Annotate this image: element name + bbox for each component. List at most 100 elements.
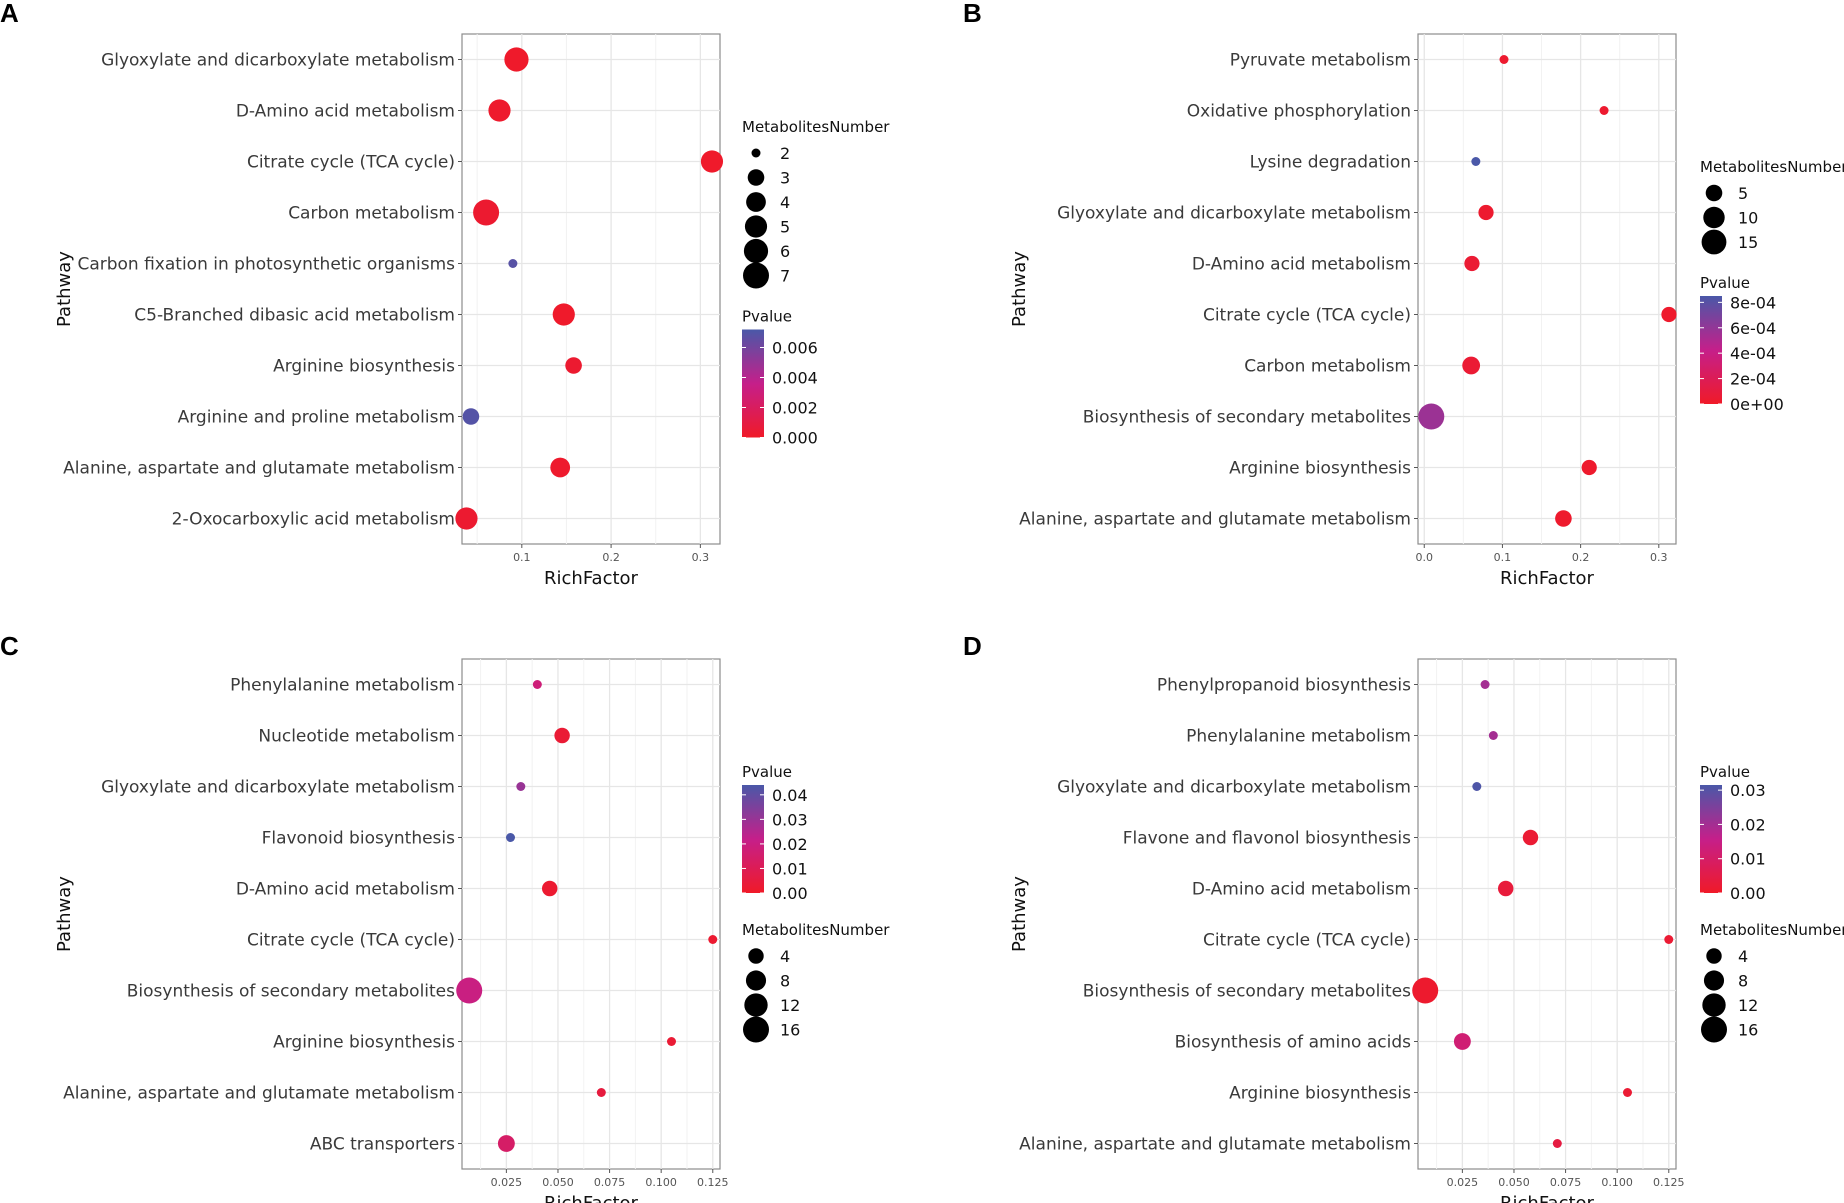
panel-d-colorbar-label: 0.03 — [1730, 781, 1766, 800]
panel-c-colorbar-label: 0.01 — [772, 859, 808, 878]
panel-b-pathway-label: Alanine, aspartate and glutamate metabol… — [1019, 510, 1411, 530]
panel-b-size-legend-key — [1701, 229, 1727, 255]
panel-b-pathway-label: Biosynthesis of secondary metabolites — [1083, 408, 1411, 428]
panel-d-point — [1664, 935, 1674, 944]
panel-a-pathway-label: Citrate cycle (TCA cycle) — [247, 153, 455, 173]
panel-d-size-legend-label: 8 — [1738, 972, 1748, 991]
panel-a-size-legend-key — [751, 148, 761, 158]
panel-a-point — [462, 408, 480, 425]
panel-a-point — [550, 457, 571, 478]
panel-b-point — [1418, 403, 1445, 430]
panel-a-letter: A — [0, 0, 19, 28]
panel-a-size-legend-title: MetabolitesNumber — [742, 118, 890, 136]
panel-b-point — [1478, 204, 1494, 221]
panel-a-size-legend-label: 3 — [780, 169, 790, 188]
panel-c-pathway-label: Phenylalanine metabolism — [230, 676, 455, 696]
panel-b-colorbar-label: 8e-04 — [1730, 293, 1776, 312]
panel-b-letter: B — [963, 0, 982, 28]
panel-a-color-legend-title: Pvalue — [742, 308, 792, 326]
panel-b-color-legend-title: Pvalue — [1700, 274, 1750, 292]
panel-d-size-legend-title: MetabolitesNumber — [1700, 921, 1844, 939]
panel-d-colorbar-label: 0.00 — [1730, 884, 1766, 903]
panel-a-pathway-label: Carbon metabolism — [288, 204, 455, 224]
panel-b-point — [1462, 356, 1481, 375]
panel-b-plot-area — [1417, 33, 1677, 545]
panel-c-size-legend-title: MetabolitesNumber — [742, 921, 890, 939]
panel-a-x-axis-title: RichFactor — [544, 568, 639, 589]
panel-c-letter: C — [0, 631, 19, 661]
panel-b-colorbar — [1700, 296, 1722, 404]
panel-b-pathway-label: Oxidative phosphorylation — [1187, 102, 1411, 122]
panel-b-colorbar-label: 6e-04 — [1730, 319, 1776, 338]
panel-d-color-legend-title: Pvalue — [1700, 763, 1750, 781]
panel-a-size-legend-key — [746, 192, 766, 212]
panel-c-pathway-label: D-Amino acid metabolism — [236, 880, 455, 900]
panel-a-size-legend-label: 4 — [780, 193, 790, 212]
panel-a-size-legend-label: 2 — [780, 144, 790, 163]
panel-d-size-legend-label: 12 — [1738, 996, 1758, 1015]
panel-a-size-legend-label: 6 — [780, 242, 790, 261]
panel-a-point — [473, 199, 500, 226]
panel-d: D 0.025 0.050 0.075 0.100 0.125 Phenylpropanoi… — [963, 631, 1844, 1203]
panel-d-point — [1498, 880, 1514, 897]
panel-c-plot-area — [461, 658, 721, 1170]
panel-c-pathway-label: Arginine biosynthesis — [273, 1033, 455, 1053]
panel-c-colorbar-label: 0.00 — [772, 884, 808, 903]
panel-c-color-legend-title: Pvalue — [742, 763, 792, 781]
panel-d-point — [1453, 1033, 1471, 1050]
panel-a-x-tick-label: 0.2 — [602, 551, 620, 564]
panel-c-size-legend-label: 8 — [780, 972, 790, 991]
panel-c-colorbar-label: 0.03 — [772, 810, 808, 829]
panel-b-x-tick-label: 0.1 — [1494, 551, 1512, 564]
panel-b-size-legend-title: MetabolitesNumber — [1700, 158, 1844, 176]
panel-b-x-axis-title: RichFactor — [1500, 568, 1595, 589]
panel-c-pathway-label: ABC transporters — [310, 1135, 455, 1155]
panel-d-point — [1472, 782, 1482, 791]
panel-c-point — [532, 680, 542, 689]
panel-d-size-legend-key — [1703, 970, 1725, 991]
panel-a-pathway-label: C5-Branched dibasic acid metabolism — [134, 306, 455, 326]
panel-a-pathway-label: D-Amino acid metabolism — [236, 102, 455, 122]
panel-c-point — [554, 727, 570, 744]
panel-a-size-legend-key — [744, 215, 768, 238]
panel-d-x-tick-label: 0.025 — [1447, 1176, 1479, 1189]
panel-c-pathway-label: Glyoxylate and dicarboxylate metabolism — [101, 778, 455, 798]
panel-d-x-tick-label: 0.075 — [1550, 1176, 1582, 1189]
panel-a-point — [565, 357, 582, 374]
panel-b-point — [1555, 510, 1572, 527]
panel-b-point — [1661, 306, 1677, 323]
panel-a-pathway-label: Carbon fixation in photosynthetic organi… — [77, 255, 455, 275]
panel-d-x-tick-label: 0.100 — [1601, 1176, 1633, 1189]
panel-a-point — [488, 99, 511, 122]
panel-d-x-tick-label: 0.125 — [1653, 1176, 1685, 1189]
panel-c-size-legend-key — [748, 948, 764, 964]
panel-a-size-legend-label: 7 — [780, 267, 790, 286]
panel-c: C 0.025 0.050 0.075 0.100 0.125 Phenylalanine … — [0, 631, 890, 1203]
panel-c-point — [708, 935, 718, 944]
panel-d-size-legend-label: 4 — [1738, 947, 1748, 966]
panel-a-pathway-label: Arginine and proline metabolism — [178, 408, 455, 428]
panel-d-size-legend-key — [1701, 1016, 1727, 1043]
panel-c-colorbar — [742, 785, 764, 893]
panel-d-pathway-label: Phenylpropanoid biosynthesis — [1157, 676, 1411, 696]
panel-d-pathway-label: D-Amino acid metabolism — [1192, 880, 1411, 900]
panel-c-x-tick-label: 0.075 — [594, 1176, 626, 1189]
panel-b-size-legend-label: 5 — [1738, 184, 1748, 203]
panel-c-colorbar-label: 0.02 — [772, 835, 808, 854]
panel-c-pathway-label: Nucleotide metabolism — [258, 727, 455, 747]
panel-b-colorbar-label: 4e-04 — [1730, 344, 1776, 363]
panel-d-point — [1552, 1139, 1562, 1148]
panel-d-pathway-label: Flavone and flavonol biosynthesis — [1123, 829, 1411, 849]
panel-b-point — [1499, 55, 1509, 64]
panel-d-pathway-label: Glyoxylate and dicarboxylate metabolism — [1057, 778, 1411, 798]
panel-d-size-legend-key — [1706, 948, 1722, 964]
panel-b-size-legend-label: 15 — [1738, 233, 1758, 252]
panel-d-x-tick-label: 0.050 — [1498, 1176, 1530, 1189]
panel-a-colorbar-label: 0.006 — [772, 339, 818, 358]
panel-c-size-legend-key — [745, 970, 767, 991]
panel-b-pathway-label: Arginine biosynthesis — [1229, 459, 1411, 479]
panel-d-pathway-label: Phenylalanine metabolism — [1186, 727, 1411, 747]
panel-c-y-axis-title: Pathway — [54, 876, 75, 952]
panel-a-size-legend-label: 5 — [780, 218, 790, 237]
